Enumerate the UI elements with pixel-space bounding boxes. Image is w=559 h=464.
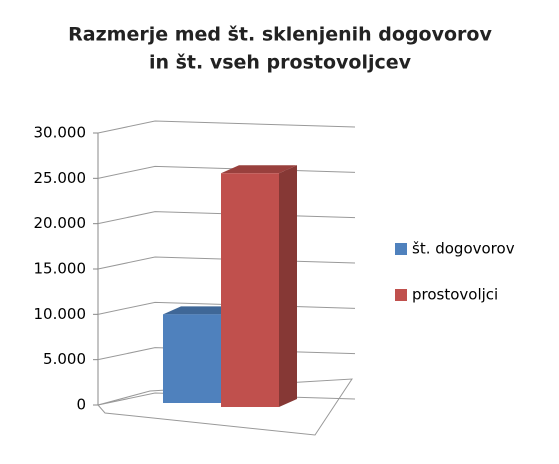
grid-line [97,120,356,134]
y-tick-label: 5.000 [43,350,86,368]
legend-label: št. dogovorov [412,240,515,258]
bar-side [279,165,297,407]
y-tick-label: 0 [76,396,86,414]
legend-swatch [395,289,407,301]
bar [163,314,221,403]
chart-title: in št. vseh prostovoljcev [149,52,412,74]
y-tick-label: 25.000 [34,169,87,187]
bar-top [221,165,297,174]
floor [97,378,353,436]
bar-top [163,306,239,315]
chart-title: Razmerje med št. sklenjenih dogovorov [68,24,492,46]
y-tick-label: 30.000 [34,124,87,142]
legend-swatch [395,243,407,255]
y-tick-label: 20.000 [34,214,87,232]
bar [221,173,279,407]
y-tick-label: 15.000 [34,260,87,278]
legend-label: prostovoljci [412,286,498,304]
y-tick-label: 10.000 [34,305,87,323]
